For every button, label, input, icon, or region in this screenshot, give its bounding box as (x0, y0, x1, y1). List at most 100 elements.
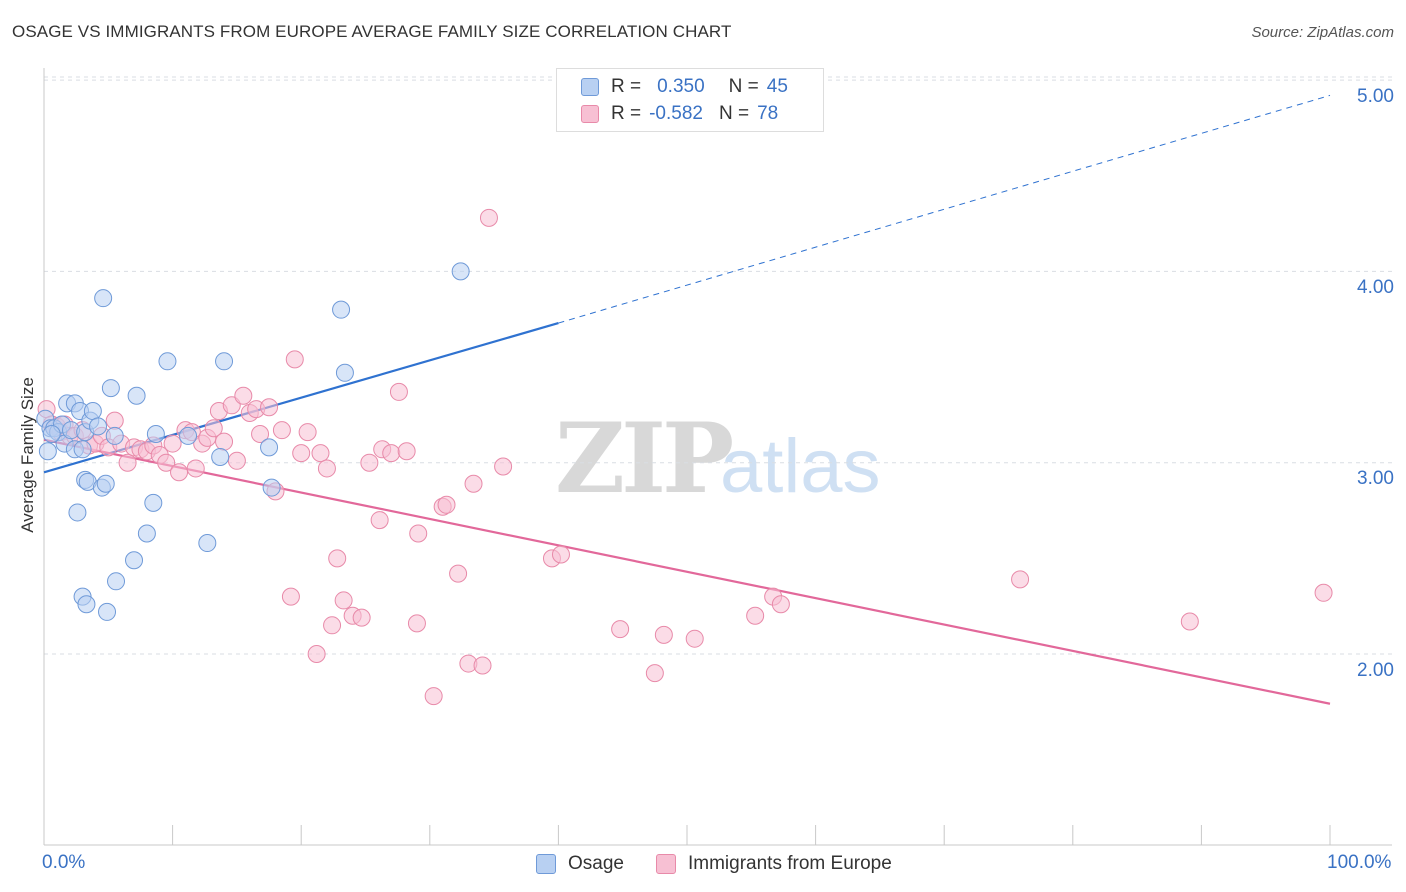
immigrants-point-67 (479, 208, 498, 227)
immigrants-point-73 (654, 625, 673, 644)
osage-point-30 (127, 386, 146, 405)
immigrants-point-47 (323, 616, 342, 635)
watermark-zip: ZIP (555, 402, 732, 515)
immigrants-point-80 (1314, 583, 1333, 602)
immigrants-point-72 (645, 664, 664, 683)
immigrants-point-60 (424, 687, 443, 706)
immigrants-point-25 (186, 459, 205, 478)
osage-point-40 (262, 478, 281, 497)
watermark-atlas: atlas (720, 424, 881, 509)
immigrants-point-22 (170, 463, 189, 482)
osage-point-23 (94, 289, 113, 308)
immigrants-point-65 (464, 474, 483, 493)
immigrants-swatch (581, 105, 599, 123)
immigrants-point-40 (281, 587, 300, 606)
legend-row-immigrants: R = -0.582 N = 78 (581, 102, 778, 126)
immigrants-point-77 (771, 595, 790, 614)
immigrants-point-41 (285, 350, 304, 369)
osage-point-29 (125, 551, 144, 570)
immigrants-point-56 (389, 382, 408, 401)
osage-point-1 (38, 442, 57, 461)
immigrants-point-20 (157, 453, 176, 472)
immigrants-trend-line (43, 438, 1331, 705)
osage-point-11 (68, 503, 87, 522)
immigrants-r-value: -0.582 (649, 103, 703, 124)
immigrants-point-48 (328, 549, 347, 568)
osage-point-31 (137, 524, 156, 543)
y-tick-label-2: 2.00 (1357, 660, 1394, 681)
immigrants-point-39 (272, 421, 291, 440)
osage-r-value: 0.350 (657, 76, 705, 97)
immigrants-n-value: 78 (757, 103, 779, 124)
legend-item-immigrants: Immigrants from Europe (656, 850, 892, 878)
osage-point-24 (96, 474, 115, 493)
osage-point-37 (211, 447, 230, 466)
immigrants-point-55 (382, 444, 401, 463)
immigrants-point-14 (118, 453, 137, 472)
immigrants-point-42 (292, 444, 311, 463)
osage-r-label: R = (611, 76, 642, 97)
y-tick-label-4: 4.00 (1357, 277, 1394, 298)
y-tick-label-3: 3.00 (1357, 468, 1394, 489)
osage-swatch (581, 78, 599, 96)
immigrants-point-46 (317, 459, 336, 478)
immigrants-point-74 (685, 629, 704, 648)
chart-title: OSAGE VS IMMIGRANTS FROM EUROPE AVERAGE … (12, 22, 732, 41)
x-tick-label-min: 0.0% (42, 852, 86, 873)
osage-n-label: N = (728, 76, 759, 97)
immigrants-point-59 (409, 524, 428, 543)
legend-immigrants-label: Immigrants from Europe (688, 853, 892, 874)
osage-trend-extension (558, 94, 1331, 324)
osage-point-43 (451, 262, 470, 281)
immigrants-point-52 (360, 453, 379, 472)
osage-point-17 (77, 595, 96, 614)
immigrants-point-44 (307, 645, 326, 663)
legend-immigrants-swatch (656, 854, 676, 874)
immigrants-point-63 (449, 564, 468, 583)
osage-points (36, 262, 470, 621)
immigrants-point-49 (334, 591, 353, 610)
immigrants-r-label: R = (611, 103, 642, 124)
osage-point-35 (179, 426, 198, 445)
osage-point-42 (335, 363, 354, 382)
osage-point-32 (144, 493, 163, 512)
immigrants-point-12 (105, 411, 124, 430)
immigrants-point-31 (222, 396, 241, 415)
immigrants-point-33 (234, 386, 253, 405)
immigrants-point-37 (260, 398, 279, 417)
osage-point-21 (89, 417, 108, 436)
immigrants-point-45 (311, 444, 330, 463)
immigrants-point-78 (1011, 570, 1030, 589)
immigrants-point-32 (227, 451, 246, 470)
immigrants-point-75 (746, 606, 765, 625)
immigrants-point-36 (251, 425, 270, 444)
immigrants-point-58 (407, 614, 426, 633)
immigrants-point-57 (397, 442, 416, 461)
osage-point-34 (158, 352, 177, 371)
immigrants-point-79 (1180, 612, 1199, 631)
legend-osage-label: Osage (568, 853, 624, 874)
osage-point-13 (73, 440, 92, 459)
immigrants-point-71 (611, 620, 630, 639)
immigrants-point-68 (494, 457, 513, 476)
correlation-legend: R = 0.350 N = 45 R = -0.582 N = 78 (556, 68, 824, 132)
grid-lines (44, 76, 1392, 655)
osage-point-39 (260, 438, 279, 457)
immigrants-point-28 (204, 419, 223, 438)
immigrants-point-53 (370, 511, 389, 530)
osage-point-28 (107, 572, 126, 591)
osage-point-38 (215, 352, 234, 371)
x-tick-label-max: 100.0% (1327, 852, 1392, 873)
immigrants-point-62 (437, 495, 456, 514)
immigrants-point-30 (215, 432, 234, 451)
immigrants-point-43 (298, 423, 317, 442)
osage-point-20 (83, 402, 102, 421)
immigrants-point-21 (163, 434, 182, 453)
osage-n-value: 45 (766, 76, 788, 97)
legend-osage-swatch (536, 854, 556, 874)
osage-point-44 (42, 425, 61, 444)
immigrants-point-51 (352, 608, 371, 627)
osage-point-36 (198, 534, 217, 553)
immigrants-point-70 (551, 545, 570, 564)
